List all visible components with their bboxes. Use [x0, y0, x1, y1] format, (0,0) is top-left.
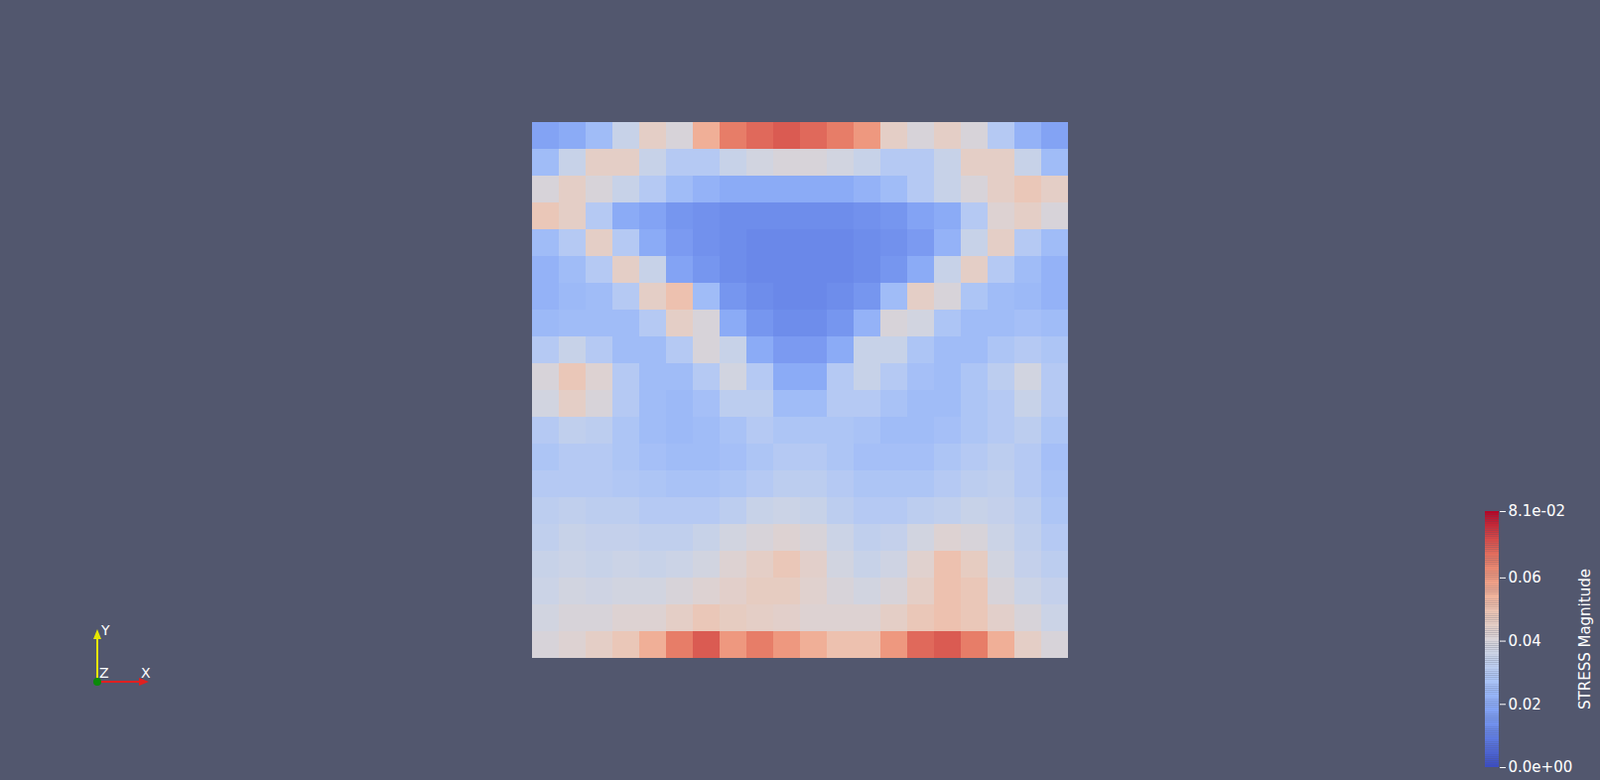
- html-text:STRESS Magnitude: STRESS Magnitude: [1576, 568, 1595, 710]
- svg-text:X: X: [140, 665, 151, 681]
- svg-text:0.04: 0.04: [1508, 632, 1542, 651]
- svg-text:Y: Y: [100, 622, 111, 639]
- svg-text:Z: Z: [99, 665, 110, 681]
- svg-text:8.1e-02: 8.1e-02: [1508, 502, 1567, 521]
- svg-text:0.06: 0.06: [1508, 568, 1542, 587]
- svg-text:0.02: 0.02: [1508, 695, 1542, 714]
- svg-text:0.0e+00: 0.0e+00: [1508, 758, 1574, 777]
